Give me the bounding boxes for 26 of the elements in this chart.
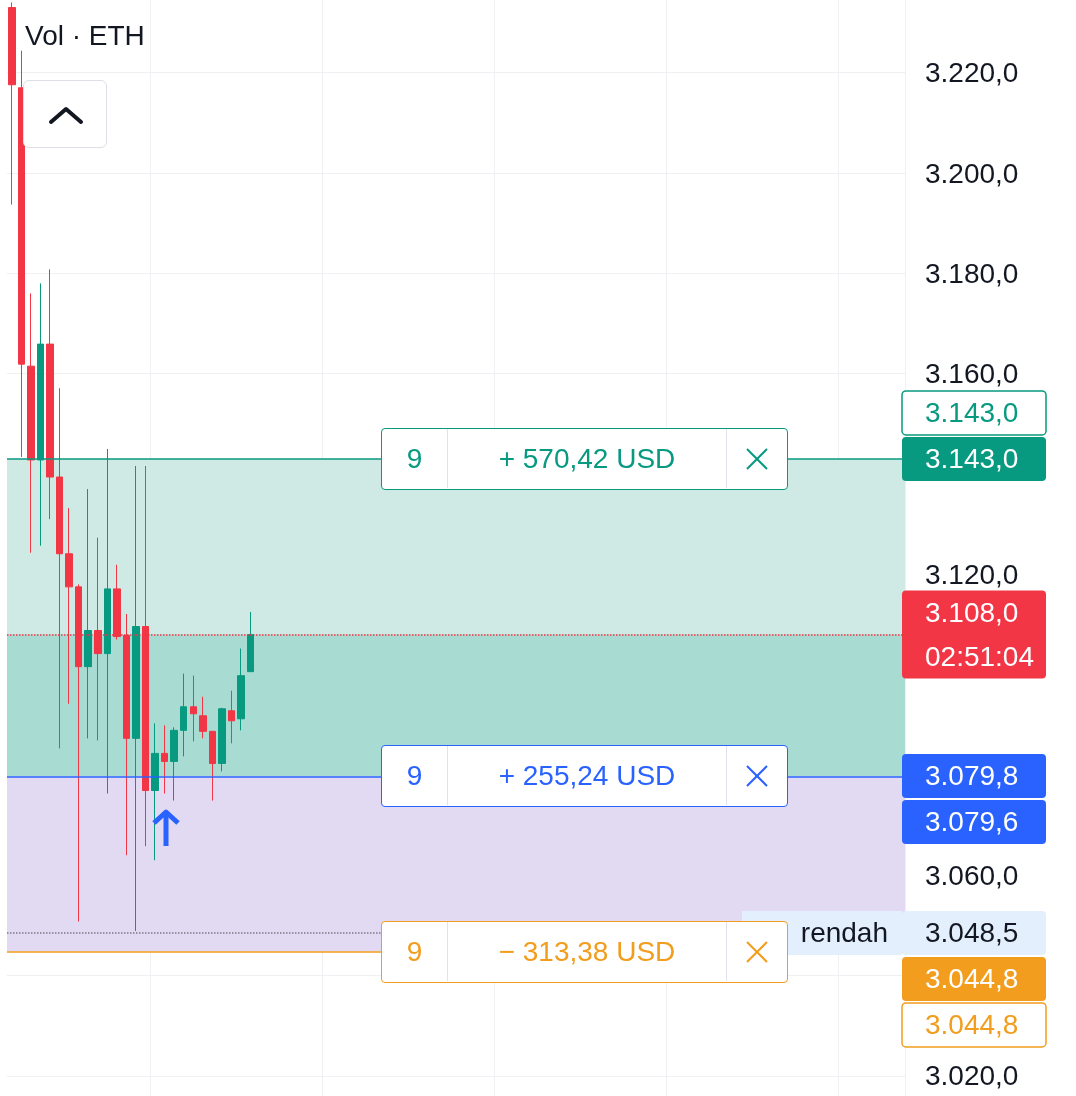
y-tick-label: 3.020,0 — [925, 1060, 1019, 1092]
annotation: 9 — [382, 922, 448, 982]
text: 3.143,0 — [925, 443, 1019, 475]
annotation: 9 — [382, 746, 448, 806]
y-tick-label: 3.180,0 — [925, 257, 1019, 289]
order-panel: 9 + 255,24 USD — [381, 744, 788, 807]
ref-line-label: 3.079,6 — [925, 806, 1019, 838]
annotation: − 313,38 USD — [448, 922, 727, 982]
annotation: + 255,24 USD — [448, 746, 727, 806]
ref-line-label: 3.143,0 — [925, 397, 1019, 429]
ref-line-label: 3.048,5 — [925, 917, 1019, 949]
annotation: + 570,42 USD — [448, 429, 727, 489]
annotation: rendah — [800, 917, 888, 949]
ref-line-label: 3.108,0 02:51:04 — [925, 597, 1034, 673]
ref-line-label: 3.044,8 — [925, 1009, 1019, 1041]
text: 3.044,8 — [925, 963, 1019, 995]
annotation: 9 — [382, 429, 448, 489]
order-panel: 9 − 313,38 USD — [381, 920, 788, 983]
y-tick-label: 3.220,0 — [925, 57, 1019, 89]
order-panel: 9 + 570,42 USD — [381, 427, 788, 490]
y-tick-label: 3.200,0 — [925, 157, 1019, 189]
y-tick-label: 3.120,0 — [925, 558, 1019, 590]
annotation: Vol · ETH — [25, 19, 145, 51]
text: 3.079,8 — [925, 760, 1019, 792]
y-tick-label: 3.160,0 — [925, 358, 1019, 390]
y-tick-label: 3.060,0 — [925, 859, 1019, 891]
